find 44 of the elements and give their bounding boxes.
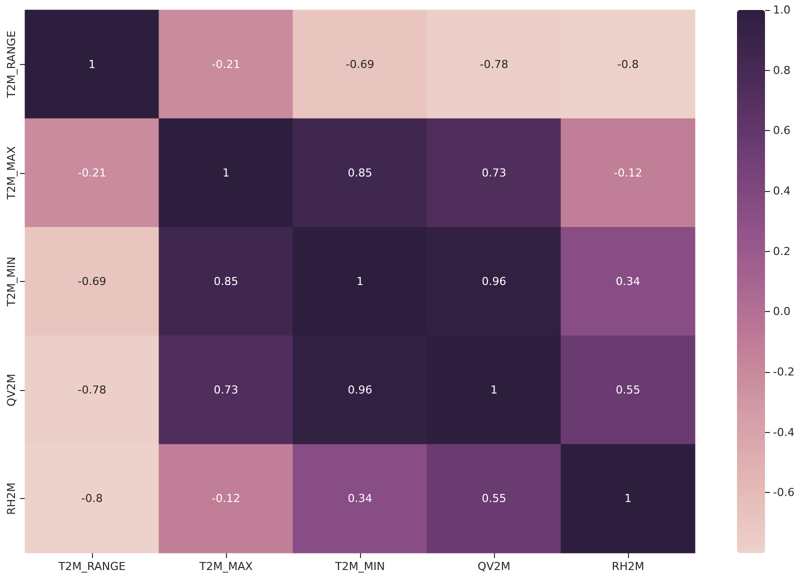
color-bar-label: -0.6 (773, 486, 794, 500)
data-label: 0.73 (214, 384, 238, 397)
data-label: -0.69 (78, 275, 106, 288)
data-label: 1 (222, 166, 230, 180)
data-label: 1 (490, 384, 498, 397)
data-label: 1 (88, 58, 96, 71)
x-tick-label: RH2M (612, 560, 644, 573)
x-tick-label: T2M_MIN (334, 560, 385, 573)
data-label: -0.8 (617, 58, 639, 71)
data-label: 1 (624, 492, 632, 506)
y-tick-label: T2M_RANGE (5, 30, 18, 99)
color-bar-label: 0.8 (773, 64, 790, 77)
x-tick-label: T2M_MAX (198, 560, 254, 573)
data-label: 0.96 (348, 384, 372, 397)
data-label: 0.55 (482, 492, 506, 506)
y-tick-label: T2M_MIN (5, 256, 18, 308)
data-label: -0.78 (78, 384, 106, 397)
data-label: -0.12 (212, 492, 240, 506)
data-label: 0.73 (482, 166, 506, 180)
x-tick-label: T2M_RANGE (57, 560, 126, 573)
data-label: 1 (356, 275, 364, 288)
data-label: 0.85 (214, 275, 238, 288)
color-bar-label: 0.2 (773, 244, 790, 258)
data-label: -0.78 (480, 58, 508, 71)
color-bar-label: -0.4 (773, 426, 794, 439)
data-label: -0.21 (212, 58, 240, 71)
data-label: 0.55 (616, 384, 640, 397)
data-label: -0.21 (78, 166, 106, 180)
color-bar-label: 0.6 (773, 124, 790, 138)
data-label: -0.8 (81, 492, 103, 506)
y-tick-label: QV2M (5, 374, 18, 406)
y-tick-label: RH2M (5, 482, 18, 515)
data-label: -0.12 (614, 166, 642, 180)
color-bar-label: 0.4 (773, 184, 790, 198)
color-bar-label: -0.2 (773, 366, 794, 378)
color-bar-label: 1.0 (773, 4, 790, 16)
data-label: 0.34 (348, 492, 372, 506)
x-tick-label: QV2M (478, 560, 510, 573)
data-label: 0.85 (348, 166, 372, 180)
y-tick-label: T2M_MAX (5, 146, 18, 201)
color-bar-label: 0.0 (773, 305, 790, 318)
data-label: 0.34 (616, 275, 640, 288)
data-label: 0.96 (482, 275, 506, 288)
data-label: -0.69 (346, 58, 374, 71)
